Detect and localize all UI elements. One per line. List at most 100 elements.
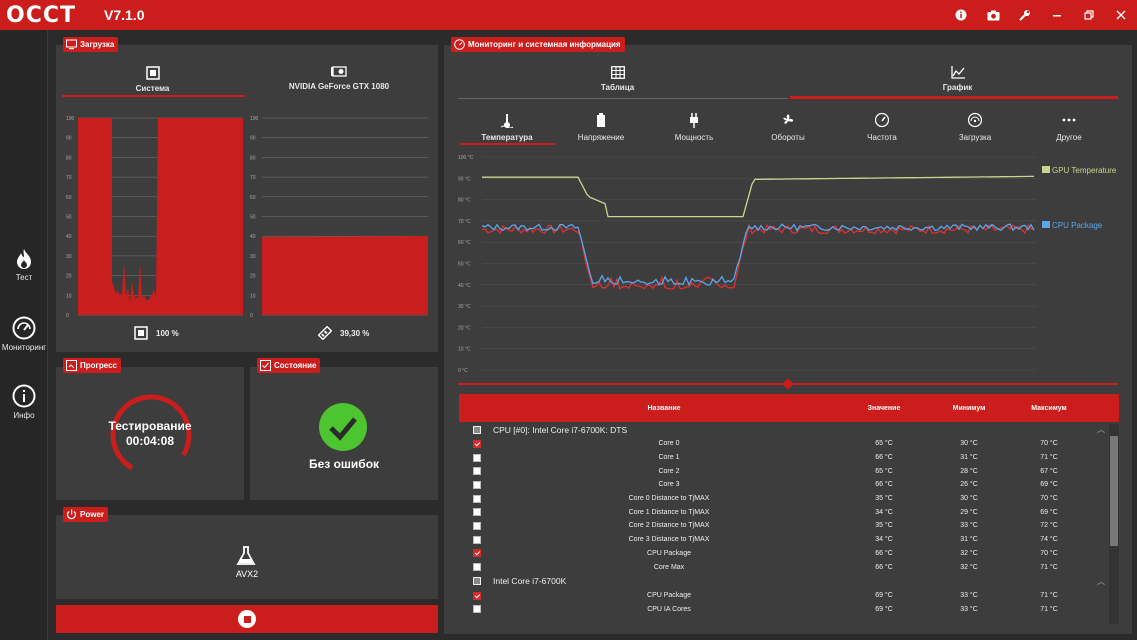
load-tag: Загрузка <box>63 37 119 52</box>
subtab-label: Другое <box>1056 133 1082 142</box>
sensor-value: 66 °C <box>875 454 893 462</box>
row-checkbox[interactable] <box>473 439 481 448</box>
sensor-value: 69 °C <box>875 592 893 600</box>
wrench-icon[interactable] <box>1009 0 1041 30</box>
y-tick-label: 30 <box>66 254 72 260</box>
group-checkbox[interactable] <box>473 425 481 434</box>
tab-graph[interactable]: График <box>915 66 1000 92</box>
row-checkbox[interactable] <box>473 467 481 476</box>
header-name[interactable]: Название <box>647 404 681 412</box>
sensor-name: Core Max <box>653 563 685 571</box>
table-scrollbar[interactable] <box>1109 424 1119 624</box>
sensor-max: 69 °C <box>1040 508 1058 516</box>
table-row[interactable]: CPU Package 69 °C 33 °C 71 °C <box>459 589 1119 603</box>
app-version: V7.1.0 <box>104 7 145 23</box>
power-icon <box>66 509 77 520</box>
tab-table[interactable]: Таблица <box>575 66 660 92</box>
table-row[interactable]: Core 0 65 °C 30 °C 70 °C <box>459 437 1119 451</box>
gpu-load-value: 39,30 % <box>318 326 369 340</box>
chevron-up-icon[interactable]: ︿ <box>1097 425 1105 434</box>
header-value[interactable]: Значение <box>867 404 901 412</box>
progress-tag: Прогресс <box>63 358 121 373</box>
row-checkbox[interactable] <box>473 508 481 517</box>
sidebar-item-test[interactable]: Тест <box>0 248 48 282</box>
table-group[interactable]: Intel Core i7-6700K ︿ <box>459 574 1119 589</box>
row-checkbox[interactable] <box>473 605 481 614</box>
minimize-icon[interactable] <box>1041 0 1073 30</box>
row-checkbox[interactable] <box>473 591 481 600</box>
subtab-4[interactable]: Обороты <box>743 112 833 142</box>
sensor-value: 66 °C <box>875 563 893 571</box>
table-row[interactable]: Core 2 65 °C 28 °C 67 °C <box>459 464 1119 478</box>
tab-system[interactable]: Система <box>90 66 215 93</box>
table-row[interactable]: Core 2 Distance to TjMAX 35 °C 33 °C 72 °C <box>459 519 1119 533</box>
table-row[interactable]: Core Max 66 °C 32 °C 71 °C <box>459 560 1119 574</box>
sensor-name: Core 1 Distance to TjMAX <box>628 508 710 516</box>
y-tick-label: 100 °C <box>458 155 474 161</box>
header-max[interactable]: Максимум <box>1031 404 1067 412</box>
y-tick-label: 10 <box>66 293 72 299</box>
sensor-table: Название Значение Минимум Максимум CPU [… <box>459 394 1119 616</box>
stop-button[interactable] <box>56 605 438 633</box>
subtab-2[interactable]: Напряжение <box>556 112 646 142</box>
table-row[interactable]: Core 3 Distance to TjMAX 34 °C 31 °C 74 °C <box>459 533 1119 547</box>
sensor-min: 31 °C <box>960 536 978 544</box>
sensor-name: Core 0 Distance to TjMAX <box>628 495 710 503</box>
title-bar: OCCT V7.1.0 <box>0 0 1137 30</box>
sensor-min: 29 °C <box>960 508 978 516</box>
table-row[interactable]: Core 1 66 °C 31 °C 71 °C <box>459 451 1119 465</box>
close-icon[interactable] <box>1105 0 1137 30</box>
flask-icon <box>236 546 256 565</box>
sensor-value: 35 °C <box>875 522 893 530</box>
row-checkbox[interactable] <box>473 453 481 462</box>
sensor-min: 28 °C <box>960 467 978 475</box>
y-tick-label: 0 <box>250 313 253 319</box>
group-name: CPU [#0]: Intel Core i7-6700K: DTS <box>493 424 628 435</box>
table-group[interactable]: CPU [#0]: Intel Core i7-6700K: DTS ︿ <box>459 422 1119 437</box>
battery-icon <box>597 113 605 127</box>
tab-system-underline <box>62 95 245 97</box>
table-row[interactable]: Core 3 66 °C 26 °C 69 °C <box>459 478 1119 492</box>
subtab-6[interactable]: Загрузка <box>930 112 1020 142</box>
y-tick-label: 0 <box>66 313 69 319</box>
power-panel <box>56 515 438 599</box>
table-row[interactable]: Core 0 Distance to TjMAX 35 °C 30 °C 70 °C <box>459 492 1119 506</box>
y-tick-label: 40 <box>250 234 256 240</box>
sensor-max: 74 °C <box>1040 536 1058 544</box>
subtab-5[interactable]: Частота <box>837 112 927 142</box>
sensor-min: 26 °C <box>960 481 978 489</box>
header-min[interactable]: Минимум <box>952 404 986 412</box>
camera-icon[interactable] <box>977 0 1009 30</box>
progress-ring <box>110 394 192 476</box>
load-gauge-icon <box>968 112 982 128</box>
subtab-7[interactable]: Другое <box>1024 112 1114 142</box>
subtab-1[interactable]: Температура <box>462 112 552 142</box>
row-checkbox[interactable] <box>473 521 481 530</box>
sensor-min: 33 °C <box>960 605 978 613</box>
group-checkbox[interactable] <box>473 577 481 586</box>
table-row[interactable]: CPU Package 66 °C 32 °C 70 °C <box>459 547 1119 561</box>
y-tick-label: 60 <box>66 195 72 201</box>
cpu-package-line-red <box>481 223 1035 290</box>
subtab-3[interactable]: Мощность <box>649 112 739 142</box>
row-checkbox[interactable] <box>473 563 481 572</box>
sidebar-item-info[interactable]: Инфо <box>0 384 48 420</box>
sensor-max: 71 °C <box>1040 605 1058 613</box>
sensor-min: 33 °C <box>960 522 978 530</box>
row-checkbox[interactable] <box>473 494 481 503</box>
y-tick-label: 80 <box>250 155 256 161</box>
sidebar-item-monitoring[interactable]: Мониторинг <box>0 316 48 352</box>
restore-icon[interactable] <box>1073 0 1105 30</box>
table-row[interactable]: Core 1 Distance to TjMAX 34 °C 29 °C 69 °C <box>459 505 1119 519</box>
row-checkbox[interactable] <box>473 535 481 544</box>
table-row[interactable]: CPU IA Cores 69 °C 33 °C 71 °C <box>459 603 1119 617</box>
subtab-label: Частота <box>867 133 897 142</box>
legend-cpu-package: CPU Package <box>1042 221 1103 230</box>
tab-gpu[interactable]: NVIDIA GeForce GTX 1080 <box>255 66 423 91</box>
row-checkbox[interactable] <box>473 480 481 489</box>
sensor-min: 33 °C <box>960 592 978 600</box>
info-icon[interactable] <box>945 0 977 30</box>
scrollbar-thumb[interactable] <box>1110 436 1118 546</box>
row-checkbox[interactable] <box>473 549 481 558</box>
chevron-up-icon[interactable]: ︿ <box>1097 576 1105 586</box>
